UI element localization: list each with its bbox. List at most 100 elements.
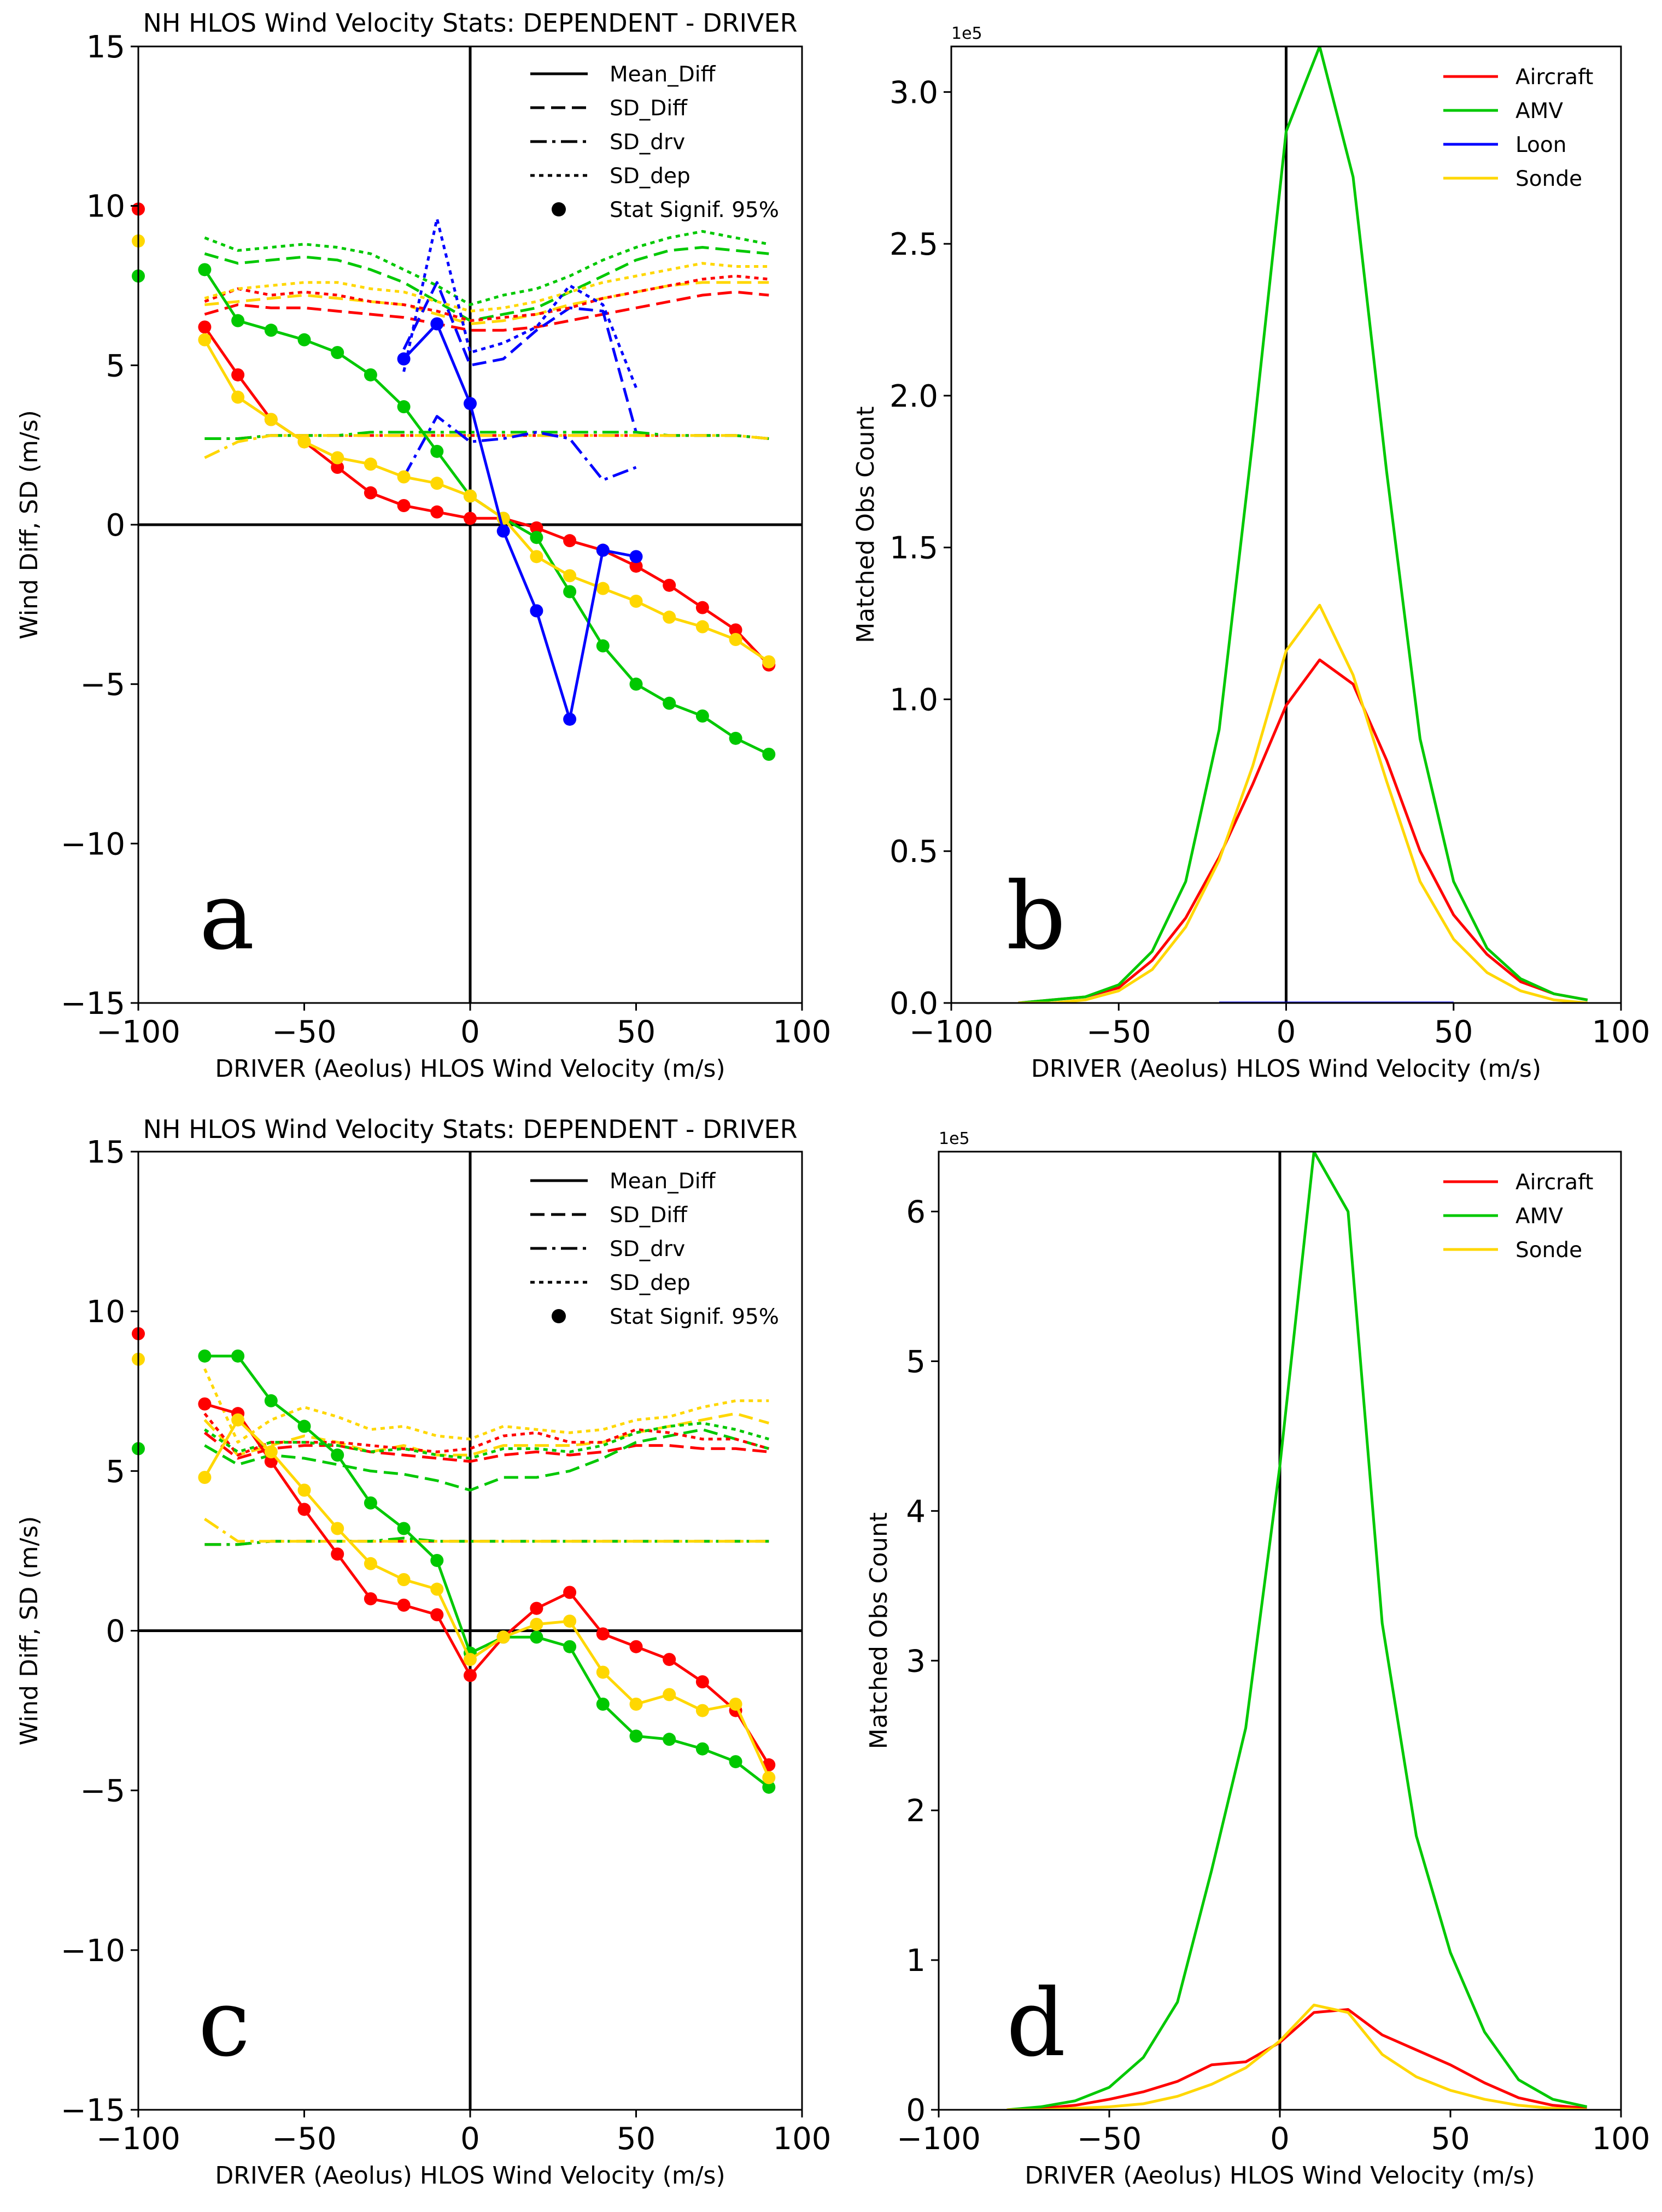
y-tick-label-d: 2 <box>906 1793 926 1829</box>
chart-title-c: NH HLOS Wind Velocity Stats: DEPENDENT -… <box>143 1114 797 1144</box>
x-tick-label-c: 0 <box>460 2121 480 2157</box>
marker-loon-a <box>397 352 411 366</box>
marker-sonde-a <box>729 633 742 646</box>
panel-label-b: b <box>1006 862 1066 971</box>
x-tick-label-b: −50 <box>1086 1014 1151 1050</box>
series-amv-sd_dep-a <box>204 230 769 306</box>
marker-amv-c <box>397 1522 411 1535</box>
series-amv-sd_diff-a <box>204 246 769 322</box>
x-tick-label-c: 50 <box>617 2121 656 2157</box>
marker-amv-a <box>729 731 742 745</box>
y-tick-label-a: −15 <box>61 986 125 1022</box>
marker-aircraft-c <box>695 1675 709 1688</box>
marker-sonde-a <box>596 582 610 595</box>
marker-loon-a <box>430 317 444 331</box>
marker-amv-c <box>563 1640 577 1653</box>
y-axis-label-b: Matched Obs Count <box>852 406 880 643</box>
marker-sonde-a <box>297 435 311 449</box>
legend-label: Mean_Diff <box>610 62 716 87</box>
series-aircraft-sd_diff-c <box>203 1431 769 1463</box>
marker-sonde-a <box>231 390 245 404</box>
marker-sonde-a <box>198 333 212 347</box>
marker-sonde-c <box>496 1630 510 1644</box>
y-tick-label-a: 10 <box>86 189 125 225</box>
marker-sonde-c <box>297 1483 311 1497</box>
marker-amv-c <box>729 1755 742 1769</box>
marker-aircraft-c <box>331 1547 344 1561</box>
marker-sonde-c <box>629 1697 643 1711</box>
legend-label-loon: Loon <box>1515 133 1566 157</box>
y-tick-label-c: 15 <box>86 1135 125 1170</box>
marker-sonde-a <box>530 550 543 564</box>
series-amv-sd_diff-c <box>204 1428 769 1492</box>
marker-loon-a <box>563 712 577 726</box>
series-amv-mean_diff-c <box>204 1354 770 1788</box>
marker-aircraft-a <box>231 368 245 382</box>
marker-sonde-a <box>663 611 676 624</box>
x-tick-label-c: 100 <box>773 2121 832 2157</box>
series-group-b <box>1018 46 1588 1003</box>
series-aircraft-sd_dep-a <box>204 274 769 322</box>
chart-title-a: NH HLOS Wind Velocity Stats: DEPENDENT -… <box>143 8 797 38</box>
marker-amv-c <box>297 1419 311 1433</box>
marker-amv-c <box>695 1742 709 1756</box>
legend-c: Mean_Diff SD_Diff SD_drv SD_dep Stat Signif.… <box>530 1169 779 1329</box>
series-loon-sd_diff-a <box>402 281 637 433</box>
y-tick-label-b: 2.5 <box>889 227 938 262</box>
marker-sonde-c <box>530 1617 543 1631</box>
x-tick-label-a: 100 <box>773 1014 832 1050</box>
x-tick-label-a: 0 <box>460 1014 480 1050</box>
y-tick-label-b: 0.5 <box>889 834 938 870</box>
marker-aircraft-a <box>663 578 676 592</box>
marker-sonde-a <box>364 457 377 471</box>
series-sonde-sd_diff-c <box>203 1412 769 1457</box>
marker-aircraft-c <box>563 1586 577 1599</box>
marker-aircraft-a <box>331 461 344 474</box>
y-tick-label-b: 0.0 <box>889 986 938 1022</box>
x-tick-label-c: −50 <box>272 2121 336 2157</box>
x-axis-label-c: DRIVER (Aeolus) HLOS Wind Velocity (m/s) <box>215 2162 725 2190</box>
marker-sonde-c <box>663 1688 676 1701</box>
marker-aircraft-c <box>629 1640 643 1653</box>
series-loon-mean_diff-a <box>402 322 636 721</box>
legend-label-sonde: Sonde <box>1515 1238 1582 1263</box>
x-tick-label-d: 100 <box>1592 2121 1651 2157</box>
x-axis-label-a: DRIVER (Aeolus) HLOS Wind Velocity (m/s) <box>215 1055 725 1083</box>
legend-label: SD_drv <box>610 1237 685 1262</box>
marker-amv-c <box>663 1733 676 1746</box>
y-tick-label-a: 0 <box>106 508 125 543</box>
series-sonde-sd_diff-a <box>204 281 769 325</box>
marker-amv-a <box>364 368 377 382</box>
marker-aircraft-a <box>563 534 577 548</box>
series-amv-sd_dep-c <box>204 1422 769 1460</box>
series-aircraft-d <box>1006 2008 1587 2110</box>
marker-sonde-a <box>695 620 709 633</box>
x-tick-label-d: −100 <box>897 2121 981 2157</box>
legend-label: Stat Signif. 95% <box>610 1305 779 1329</box>
panel-label-a: a <box>199 862 254 971</box>
x-tick-label-d: 50 <box>1431 2121 1470 2157</box>
marker-aircraft-c <box>264 1454 278 1468</box>
y-tick-label-d: 5 <box>906 1344 926 1380</box>
marker-amv-c <box>629 1729 643 1743</box>
y-tick-label-a: −5 <box>80 667 125 703</box>
series-aircraft-mean_diff-a <box>203 326 770 666</box>
y-tick-label-c: 5 <box>106 1454 125 1489</box>
marker-aircraft-c <box>530 1601 543 1615</box>
series-sonde-sd_drv-a <box>204 434 769 459</box>
marker-sonde-c <box>464 1653 477 1667</box>
series-amv-d <box>1006 1152 1588 2110</box>
marker-sonde-c <box>364 1557 377 1570</box>
x-axis-label-d: DRIVER (Aeolus) HLOS Wind Velocity (m/s) <box>1025 2162 1535 2190</box>
marker-loon-a <box>464 397 477 410</box>
y-tick-label-c: −15 <box>61 2093 125 2128</box>
y-tick-label-b: 2.0 <box>889 379 938 414</box>
series-sonde-b <box>1018 603 1588 1003</box>
marker-amv-a <box>629 677 643 691</box>
marker-sonde-c <box>331 1522 344 1535</box>
series-sonde-d <box>1006 2003 1587 2110</box>
series-group-d <box>1006 1152 1588 2110</box>
y-tick-label-b: 1.5 <box>889 531 938 566</box>
marker-sonde-a <box>331 451 344 465</box>
y-tick-label-d: 1 <box>906 1943 926 1979</box>
